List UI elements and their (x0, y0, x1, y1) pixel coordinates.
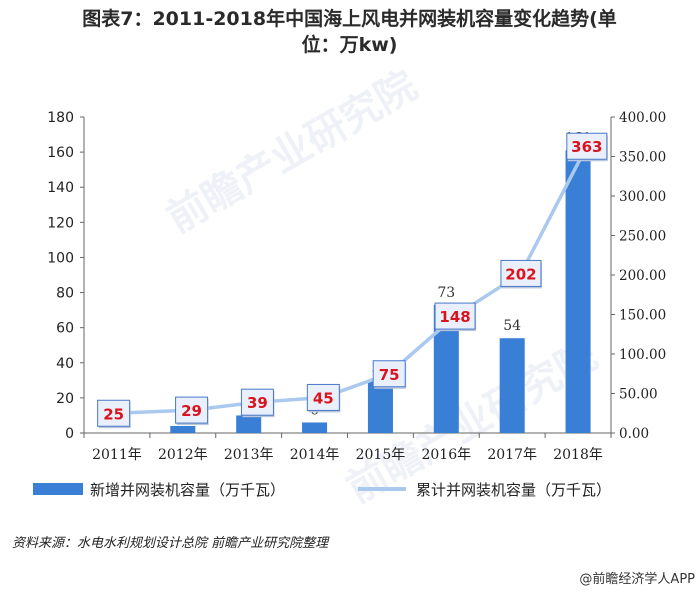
line-label-box (434, 302, 476, 330)
source-note: 资料来源：水电水利规划设计总院 前瞻产业研究院整理 (12, 536, 329, 551)
x-tick-label: 2014年 (290, 447, 340, 463)
legend-line-label: 累计并网装机容量（万千瓦） (416, 481, 611, 499)
y-right-tick-label: 100.00 (619, 347, 666, 363)
y-right-tick-label: 350.00 (619, 150, 666, 166)
bar (499, 338, 525, 433)
bar (367, 380, 393, 433)
bar-value-label: 54 (503, 318, 521, 334)
y-left-tick-label: 60 (56, 321, 74, 337)
x-tick-label: 2011年 (92, 447, 142, 463)
y-left-tick-label: 140 (47, 180, 74, 196)
legend-bar-swatch (33, 483, 83, 495)
bar (236, 415, 262, 433)
bar (565, 150, 591, 433)
y-right-tick-label: 200.00 (619, 268, 666, 284)
line-value-label: 29 (181, 402, 202, 420)
x-tick-label: 2018年 (553, 447, 603, 463)
x-tick-label: 2016年 (421, 447, 471, 463)
y-left-tick-label: 80 (56, 286, 74, 302)
line-label-box (500, 259, 542, 287)
y-right-tick-label: 400.00 (619, 110, 666, 126)
legend-bar-label: 新增并网装机容量（万千瓦） (90, 481, 285, 499)
credit-note: @前瞻经济学人APP (579, 572, 695, 587)
line-value-label: 202 (505, 265, 536, 283)
line-label-box (566, 132, 608, 160)
y-left-tick-label: 0 (65, 426, 74, 442)
line-value-label: 75 (379, 366, 400, 384)
bar-value-label: 73 (437, 285, 455, 301)
chart-title: 图表7：2011-2018年中国海上风电并网装机容量变化趋势(单 位：万kw) (0, 6, 699, 58)
bar (170, 425, 196, 433)
y-right-tick-label: 50.00 (619, 387, 658, 403)
line-label-box (97, 399, 131, 427)
chart-title-line2: 位：万kw) (301, 34, 398, 56)
chart-title-line1: 图表7：2011-2018年中国海上风电并网装机容量变化趋势(单 (82, 8, 617, 30)
x-tick-label: 2013年 (224, 447, 274, 463)
y-left-tick-label: 120 (47, 215, 74, 231)
y-right-tick-label: 300.00 (619, 189, 666, 205)
line-value-label: 363 (571, 138, 602, 156)
y-left-tick-label: 40 (56, 356, 74, 372)
y-left-tick-label: 160 (47, 145, 74, 161)
line-label-box (372, 360, 406, 388)
x-tick-label: 2017年 (487, 447, 537, 463)
x-tick-label: 2015年 (356, 447, 406, 463)
y-left-tick-label: 100 (47, 250, 74, 266)
bar (302, 422, 328, 433)
y-right-tick-label: 150.00 (619, 308, 666, 324)
y-right-tick-label: 0.00 (619, 426, 649, 442)
y-left-tick-label: 180 (47, 110, 74, 126)
line-value-label: 148 (439, 308, 470, 326)
line-value-label: 39 (247, 394, 268, 412)
line-label-box (240, 388, 274, 416)
x-tick-label: 2012年 (158, 447, 208, 463)
line-value-label: 45 (313, 389, 334, 407)
line-label-box (175, 396, 209, 424)
y-right-tick-label: 250.00 (619, 229, 666, 245)
y-left-tick-label: 20 (56, 391, 74, 407)
line-label-box (306, 383, 340, 411)
line-value-label: 25 (103, 405, 124, 423)
